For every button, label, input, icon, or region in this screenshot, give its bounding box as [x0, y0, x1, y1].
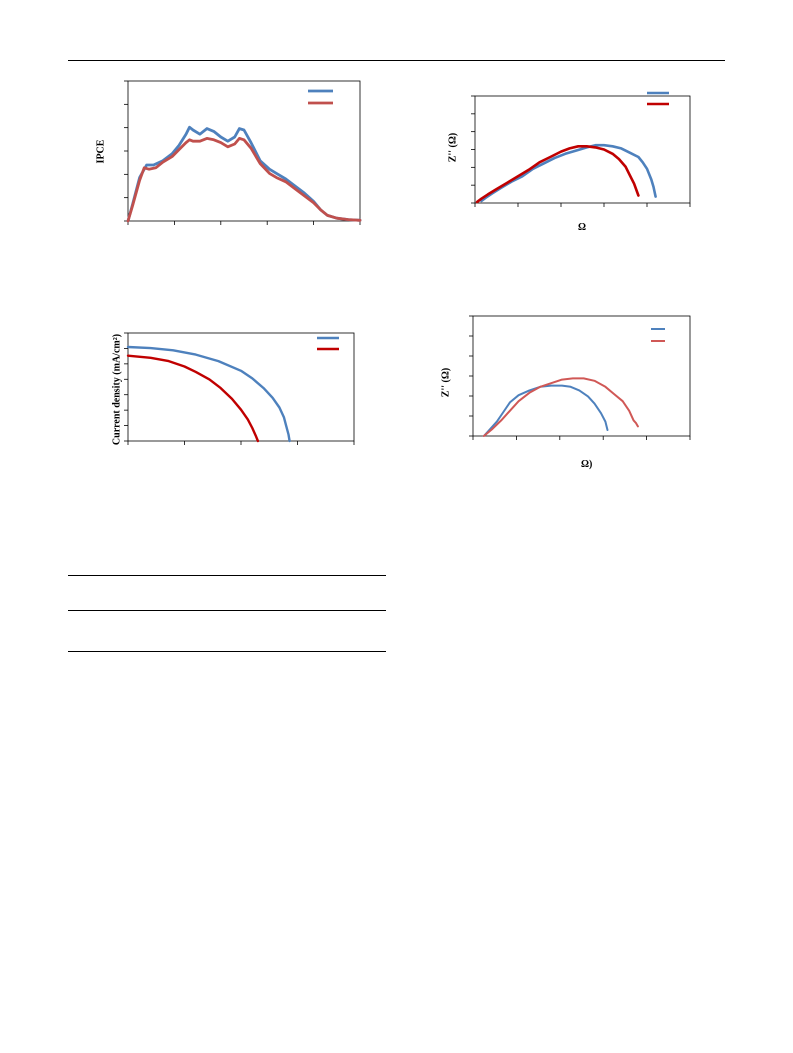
- plot-frame: [127, 80, 361, 222]
- series-line-1: [126, 137, 362, 223]
- plot-frame: [472, 315, 691, 437]
- jv-y-label: Current density (mA/cm²): [111, 333, 123, 446]
- ipce-y-label: IPCE: [95, 139, 107, 164]
- table-mid-rule: [68, 610, 386, 611]
- series-line-1: [482, 377, 639, 437]
- series-line-0: [480, 143, 657, 203]
- plot-frame: [127, 332, 355, 442]
- series-line-0: [126, 345, 291, 443]
- series-line-1: [126, 354, 260, 443]
- table-top-rule: [68, 575, 386, 576]
- series-line-0: [482, 384, 609, 437]
- nyquist-bottom-y-label: Z'' (Ω): [440, 367, 452, 398]
- nyquist-top-x-label: Ω: [578, 222, 587, 233]
- nyquist-top-y-label: Z'' (Ω): [447, 132, 459, 163]
- nyquist-bottom-x-label: Ω): [581, 459, 593, 470]
- header-rule: [68, 60, 725, 61]
- series-line-1: [475, 145, 640, 204]
- series-line-0: [126, 125, 362, 223]
- table-bottom-rule: [68, 651, 386, 652]
- plot-frame: [474, 95, 691, 204]
